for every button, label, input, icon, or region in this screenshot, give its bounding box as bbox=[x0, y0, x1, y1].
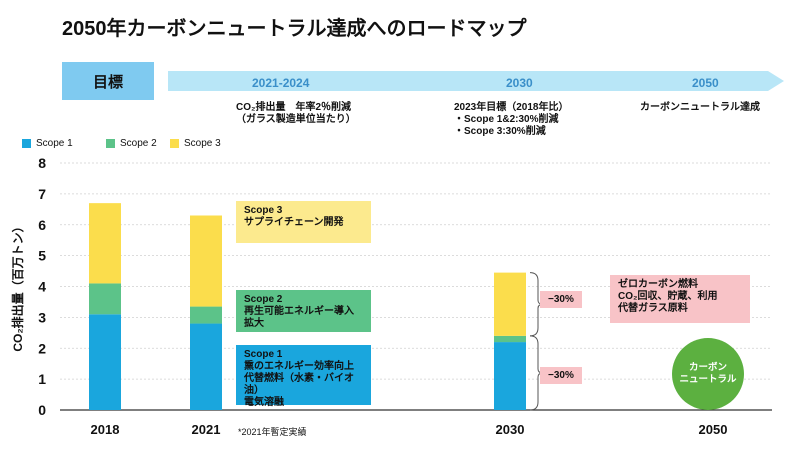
x-tick-label: 2050 bbox=[699, 422, 728, 437]
y-tick-label: 7 bbox=[38, 186, 46, 202]
chart-title: 2050年カーボンニュートラル達成へのロードマップ bbox=[62, 18, 527, 40]
timeline-label-2050: 2050 bbox=[692, 76, 719, 90]
note-2021-line: CO₂排出量 年率2％削減 bbox=[236, 102, 352, 113]
legend-swatch-scope3 bbox=[170, 139, 179, 148]
bar-segment-scope2 bbox=[494, 335, 526, 343]
legend-swatch-scope2 bbox=[106, 139, 115, 148]
y-tick-label: 6 bbox=[38, 217, 46, 233]
callout-zero-carbon-line: 代替ガラス原料 bbox=[618, 303, 688, 314]
y-tick-label: 0 bbox=[38, 402, 46, 418]
carbon-neutral-line: ニュートラル bbox=[679, 374, 737, 385]
reduction-lower-label: −30% bbox=[540, 367, 582, 384]
callout-scope2: Scope 2 再生可能エネルギー導入拡大 bbox=[236, 290, 371, 332]
bar-segment-scope3 bbox=[190, 215, 222, 307]
timeline-label-2030: 2030 bbox=[506, 76, 533, 90]
callout-scope2-line: 再生可能エネルギー導入拡大 bbox=[244, 306, 354, 329]
y-tick-label: 1 bbox=[38, 371, 46, 387]
legend-label-scope2: Scope 2 bbox=[120, 138, 157, 149]
timeline-arrow bbox=[168, 71, 784, 91]
y-tick-label: 3 bbox=[38, 309, 46, 325]
legend-scope1: Scope 1 bbox=[22, 138, 73, 149]
carbon-neutral-line: カーボン bbox=[688, 362, 727, 373]
callout-scope1-line: 熏のエネルギー効率向上 bbox=[244, 361, 354, 372]
bar-segment-scope3 bbox=[494, 272, 526, 336]
note-2030-line: ・Scope 3:30%削減 bbox=[454, 126, 546, 137]
tick-labels: 0 1 2 3 4 5 6 7 8 2018 2021 2030 2050 bbox=[38, 155, 727, 437]
callout-zero-carbon-line: ゼロカーボン燃料 bbox=[618, 279, 698, 290]
note-2030-line: ・Scope 1&2:30%削減 bbox=[454, 114, 559, 125]
goal-label: 目標 bbox=[62, 62, 154, 100]
note-2050-line: カーボンニュートラル達成 bbox=[640, 102, 760, 113]
callout-scope3-line: Scope 3 bbox=[244, 205, 283, 216]
bars bbox=[89, 203, 526, 410]
bar-segment-scope1 bbox=[89, 314, 121, 410]
y-tick-label: 8 bbox=[38, 155, 46, 171]
timeline-arrow-shape bbox=[168, 71, 784, 91]
y-tick-label: 2 bbox=[38, 340, 46, 356]
note-2030: 2023年目標（2018年比） ・Scope 1&2:30%削減 ・Scope … bbox=[454, 102, 569, 138]
reduction-upper-label: −30% bbox=[540, 291, 582, 308]
y-axis-label: CO₂排出量（百万トン） bbox=[10, 220, 25, 351]
legend-scope3: Scope 3 bbox=[170, 138, 221, 149]
callout-scope1-line: 電気溶融 bbox=[244, 397, 284, 408]
callout-zero-carbon-line: CO₂回収、貯蔵、利用 bbox=[618, 291, 718, 302]
bar-segment-scope2 bbox=[89, 283, 121, 315]
note-2021: CO₂排出量 年率2％削減 （ガラス製造単位当たり） bbox=[236, 102, 356, 126]
callout-scope1-line: Scope 1 bbox=[244, 349, 283, 360]
callout-scope1-line: 代替燃料（水素・バイオ油） bbox=[244, 373, 354, 396]
callout-scope3: Scope 3 サプライチェーン開発 bbox=[236, 201, 371, 243]
x-tick-label: 2018 bbox=[91, 422, 120, 437]
carbon-neutral-badge: カーボン ニュートラル bbox=[672, 338, 744, 410]
bar-segment-scope1 bbox=[494, 342, 526, 410]
timeline-label-2021: 2021-2024 bbox=[252, 76, 310, 90]
callout-scope1: Scope 1 熏のエネルギー効率向上 代替燃料（水素・バイオ油） 電気溶融 bbox=[236, 345, 371, 408]
callout-scope3-line: サプライチェーン開発 bbox=[244, 217, 344, 228]
y-tick-label: 4 bbox=[38, 279, 46, 295]
bar-segment-scope1 bbox=[190, 323, 222, 410]
note-2050: カーボンニュートラル達成 bbox=[640, 102, 760, 114]
legend-label-scope3: Scope 3 bbox=[184, 138, 221, 149]
footnote: *2021年暫定実績 bbox=[238, 427, 307, 437]
callout-zero-carbon: ゼロカーボン燃料 CO₂回収、貯蔵、利用 代替ガラス原料 bbox=[610, 275, 750, 323]
note-2030-line: 2023年目標（2018年比） bbox=[454, 102, 569, 113]
legend-scope2: Scope 2 bbox=[106, 138, 157, 149]
note-2021-line: （ガラス製造単位当たり） bbox=[236, 114, 356, 125]
legend-label-scope1: Scope 1 bbox=[36, 138, 73, 149]
x-tick-label: 2030 bbox=[496, 422, 525, 437]
bar-segment-scope3 bbox=[89, 203, 121, 284]
x-tick-label: 2021 bbox=[192, 422, 221, 437]
callout-scope2-line: Scope 2 bbox=[244, 294, 283, 305]
y-tick-label: 5 bbox=[38, 248, 46, 264]
legend-swatch-scope1 bbox=[22, 139, 31, 148]
bar-segment-scope2 bbox=[190, 306, 222, 324]
